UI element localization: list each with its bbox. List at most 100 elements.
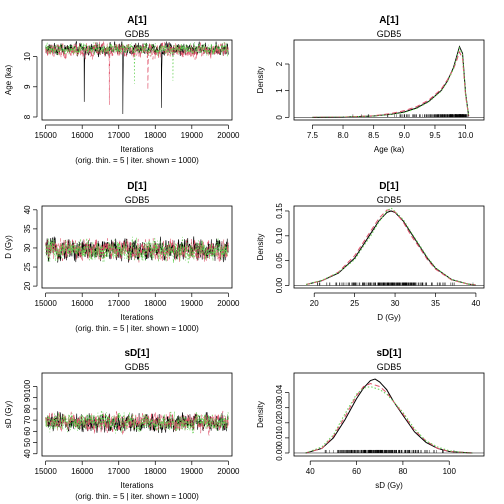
y-axis-label: sD (Gy) bbox=[4, 400, 13, 428]
plot-area bbox=[45, 410, 229, 436]
y-axis: 0.00 0.05 0.10 0.15 bbox=[275, 203, 290, 293]
x-tick-label: 15000 bbox=[35, 131, 58, 140]
x-axis-label: Iterations bbox=[121, 145, 154, 154]
x-axis: 15000 16000 17000 18000 19000 20000 bbox=[35, 124, 240, 140]
chart-panel-1: A[1] GDB5 15000 16000 17000 18000 19000 20000 It… bbox=[4, 15, 240, 165]
x-tick-label: 9.0 bbox=[399, 131, 411, 140]
y-tick-label: 80 bbox=[23, 404, 32, 413]
x-axis-label: Iterations bbox=[121, 481, 154, 490]
x-axis-note: (orig. thin. = 5 | iter. shown = 1000) bbox=[75, 156, 199, 165]
y-tick-label: 70 bbox=[23, 415, 32, 424]
y-tick-label: 100 bbox=[23, 379, 32, 393]
rug-marks bbox=[352, 114, 469, 118]
y-axis-label: Density bbox=[256, 401, 265, 428]
chart-subtitle: GDB5 bbox=[377, 362, 402, 372]
chart-panel-4: D[1] GDB5 20 25 30 35 40 D (Gy) 0.00 0.05 0.10 0.15… bbox=[256, 181, 485, 322]
x-tick-label: 8.0 bbox=[337, 131, 349, 140]
chart-title: D[1] bbox=[379, 181, 398, 192]
y-tick-label: 10 bbox=[23, 52, 32, 61]
x-tick-label: 40 bbox=[471, 299, 480, 308]
y-tick-label: 1 bbox=[275, 88, 284, 93]
x-tick-label: 19000 bbox=[181, 299, 204, 308]
chart-subtitle: GDB5 bbox=[377, 195, 402, 205]
y-tick-label: 0.00 bbox=[275, 277, 284, 293]
x-tick-label: 7.5 bbox=[307, 131, 319, 140]
y-tick-label: 0.02 bbox=[275, 414, 284, 430]
rug-marks bbox=[317, 282, 474, 286]
chart-subtitle: GDB5 bbox=[125, 195, 150, 205]
y-tick-label: 20 bbox=[23, 281, 32, 290]
chart-title: sD[1] bbox=[124, 348, 149, 359]
x-axis: 15000 16000 17000 18000 19000 20000 bbox=[35, 292, 240, 308]
trace-line-chain-2 bbox=[45, 41, 229, 105]
x-tick-label: 10.0 bbox=[458, 131, 474, 140]
plot-area bbox=[294, 207, 484, 286]
plot-frame bbox=[293, 372, 485, 457]
y-tick-label: 0.05 bbox=[275, 252, 284, 268]
x-tick-label: 20000 bbox=[217, 467, 240, 476]
y-tick-label: 40 bbox=[23, 205, 32, 214]
x-axis-label: sD (Gy) bbox=[375, 481, 403, 490]
y-tick-label: 9 bbox=[23, 84, 32, 89]
density-line-chain-2 bbox=[306, 209, 476, 286]
plot-area bbox=[294, 378, 484, 454]
y-tick-label: 0 bbox=[275, 115, 284, 120]
y-tick-label: 0.04 bbox=[275, 384, 284, 400]
y-tick-label: 40 bbox=[23, 449, 32, 458]
y-tick-label: 0.10 bbox=[275, 227, 284, 243]
y-tick-label: 8 bbox=[23, 114, 32, 119]
x-axis-label: Iterations bbox=[121, 313, 154, 322]
y-axis-label: D (Gy) bbox=[4, 235, 13, 259]
chart-subtitle: GDB5 bbox=[125, 362, 150, 372]
plot-frame bbox=[41, 205, 233, 289]
x-tick-label: 8.5 bbox=[368, 131, 380, 140]
y-tick-label: 0.03 bbox=[275, 399, 284, 415]
y-tick-label: 90 bbox=[23, 393, 32, 402]
x-tick-label: 20 bbox=[310, 299, 319, 308]
x-tick-label: 17000 bbox=[108, 131, 131, 140]
x-tick-label: 17000 bbox=[108, 467, 131, 476]
y-axis-label: Age (ka) bbox=[4, 65, 13, 96]
rug-marks bbox=[324, 449, 455, 453]
x-axis-note: (orig. thin. = 5 | iter. shown = 1000) bbox=[75, 324, 199, 333]
plot-frame bbox=[293, 205, 485, 289]
x-tick-label: 30 bbox=[391, 299, 400, 308]
x-axis: 40 60 80 100 bbox=[306, 460, 457, 476]
x-tick-label: 100 bbox=[443, 467, 457, 476]
plot-area bbox=[45, 236, 229, 264]
chart-panel-5: sD[1] GDB5 15000 16000 17000 18000 19000 20000 I… bbox=[4, 348, 240, 501]
plot-area bbox=[45, 41, 229, 114]
y-tick-label: 25 bbox=[23, 262, 32, 271]
x-axis-label: D (Gy) bbox=[377, 313, 401, 322]
chart-title: D[1] bbox=[127, 181, 146, 192]
y-tick-label: 0.01 bbox=[275, 430, 284, 446]
x-tick-label: 16000 bbox=[71, 131, 94, 140]
x-tick-label: 16000 bbox=[71, 467, 94, 476]
x-tick-label: 9.5 bbox=[429, 131, 441, 140]
x-tick-label: 19000 bbox=[181, 467, 204, 476]
x-tick-label: 19000 bbox=[181, 131, 204, 140]
density-line-chain-1 bbox=[305, 378, 473, 454]
x-tick-label: 16000 bbox=[71, 299, 94, 308]
y-axis-label: Density bbox=[256, 234, 265, 261]
y-tick-label: 60 bbox=[23, 426, 32, 435]
chart-title: sD[1] bbox=[376, 348, 401, 359]
x-axis: 20 25 30 35 40 bbox=[310, 292, 481, 308]
plot-frame bbox=[293, 39, 485, 121]
plot-frame bbox=[41, 39, 233, 121]
x-tick-label: 60 bbox=[352, 467, 361, 476]
x-axis-label: Age (ka) bbox=[374, 145, 405, 154]
y-axis: 8 9 10 bbox=[23, 52, 38, 119]
chart-panel-3: D[1] GDB5 15000 16000 17000 18000 19000 20000 It… bbox=[4, 181, 240, 333]
density-line-chain-1 bbox=[306, 210, 476, 286]
x-tick-label: 35 bbox=[431, 299, 440, 308]
x-tick-label: 15000 bbox=[35, 299, 58, 308]
trace-line-chain-3 bbox=[45, 236, 229, 264]
x-tick-label: 25 bbox=[350, 299, 359, 308]
y-axis: 0 1 2 bbox=[275, 61, 290, 120]
y-axis: 20 25 30 35 40 bbox=[23, 205, 38, 291]
y-tick-label: 2 bbox=[275, 61, 284, 66]
density-line-chain-2 bbox=[305, 383, 473, 454]
